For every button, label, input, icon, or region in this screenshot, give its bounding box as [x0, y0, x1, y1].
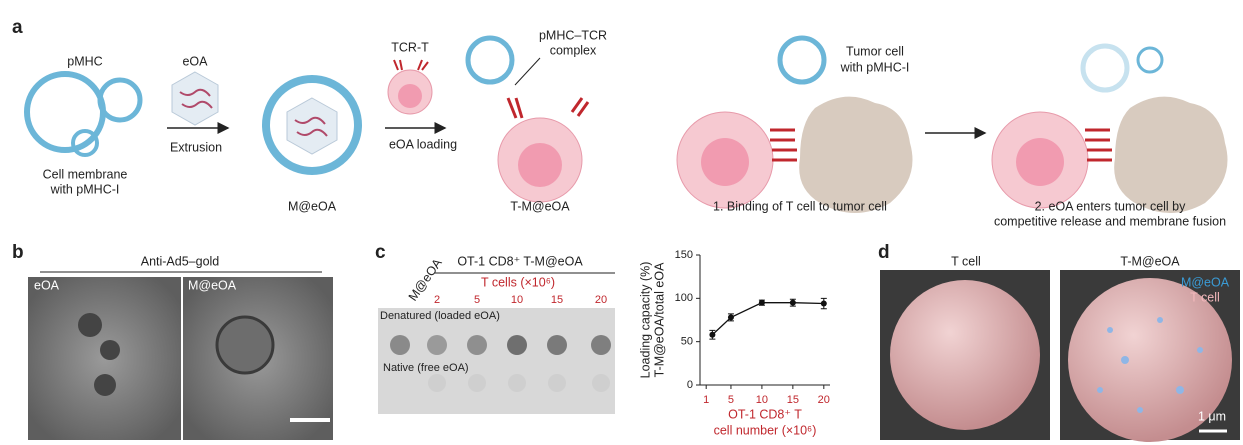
label: TCR-T	[391, 40, 429, 54]
band	[508, 374, 526, 392]
label: T-M@eOA	[510, 199, 570, 213]
x-tick-label: 15	[787, 394, 799, 406]
band	[591, 335, 611, 355]
x-tick-label: 5	[728, 394, 734, 406]
band	[507, 335, 527, 355]
label: Extrusion	[170, 140, 222, 154]
data-point	[709, 331, 716, 338]
data-point	[758, 299, 765, 306]
data-point	[789, 299, 796, 306]
y-axis-label: T-M@eOA/total eOA	[652, 262, 666, 377]
band	[468, 374, 486, 392]
lane-label: 2	[434, 294, 440, 306]
label: Denatured (loaded eOA)	[380, 310, 500, 322]
band	[548, 374, 566, 392]
gel	[378, 308, 615, 414]
label: T cell	[951, 254, 981, 268]
label: eOA	[34, 278, 60, 292]
lane-label: 15	[551, 294, 563, 306]
label: OT-1 CD8⁺ T-M@eOA	[457, 254, 583, 268]
legend-label: T cell	[1190, 290, 1220, 304]
label: complex	[550, 43, 597, 57]
lane-label: 20	[595, 294, 607, 306]
panel-letter: b	[12, 242, 24, 263]
label: pMHC–TCR	[539, 28, 607, 42]
label: eOA	[182, 54, 208, 68]
particles	[78, 313, 275, 396]
band	[547, 335, 567, 355]
x-tick-label: 20	[818, 394, 830, 406]
lane-label: 10	[511, 294, 523, 306]
label: 2. eOA enters tumor cell by	[1035, 199, 1187, 213]
panel-letter: a	[12, 17, 23, 38]
lane-label: 5	[474, 294, 480, 306]
label: Cell membrane	[43, 167, 128, 181]
panel-letter: d	[878, 242, 890, 263]
label: Native (free eOA)	[383, 362, 469, 374]
y-tick-label: 0	[687, 379, 693, 391]
label: with pMHC-I	[50, 182, 120, 196]
label: pMHC	[67, 54, 102, 68]
label: Anti-Ad5–gold	[141, 254, 220, 268]
band	[427, 335, 447, 355]
y-axis-label: Loading capacity (%)	[638, 262, 652, 379]
label: 1. Binding of T cell to tumor cell	[713, 199, 887, 213]
cell	[890, 280, 1040, 430]
x-tick-label: 1	[703, 394, 709, 406]
label: T-M@eOA	[1120, 254, 1180, 268]
micrograph	[28, 277, 181, 440]
label: Tumor cell	[846, 44, 904, 58]
band	[592, 374, 610, 392]
data-point	[727, 314, 734, 321]
panel-a-art	[24, 35, 1228, 213]
x-tick-label: 10	[756, 394, 768, 406]
legend-label: M@eOA	[1181, 275, 1230, 289]
y-tick-label: 50	[681, 336, 693, 348]
label: eOA loading	[389, 137, 457, 151]
band	[390, 335, 410, 355]
label: T cells (×10⁶)	[481, 275, 555, 289]
x-axis-label: cell number (×10⁶)	[714, 423, 817, 437]
data-point	[820, 300, 827, 307]
band	[467, 335, 487, 355]
label: competitive release and membrane fusion	[994, 214, 1226, 228]
particles	[1097, 317, 1203, 413]
x-axis-label: OT-1 CD8⁺ T	[728, 407, 802, 421]
y-tick-label: 100	[675, 292, 693, 304]
cell	[1068, 278, 1232, 442]
label: with pMHC-I	[840, 60, 910, 74]
label: M@eOA	[188, 278, 237, 292]
label: M@eOA	[288, 199, 337, 213]
band	[428, 374, 446, 392]
panel-letter: c	[375, 242, 386, 263]
y-tick-label: 150	[675, 249, 693, 261]
scale-label: 1 μm	[1198, 409, 1226, 423]
